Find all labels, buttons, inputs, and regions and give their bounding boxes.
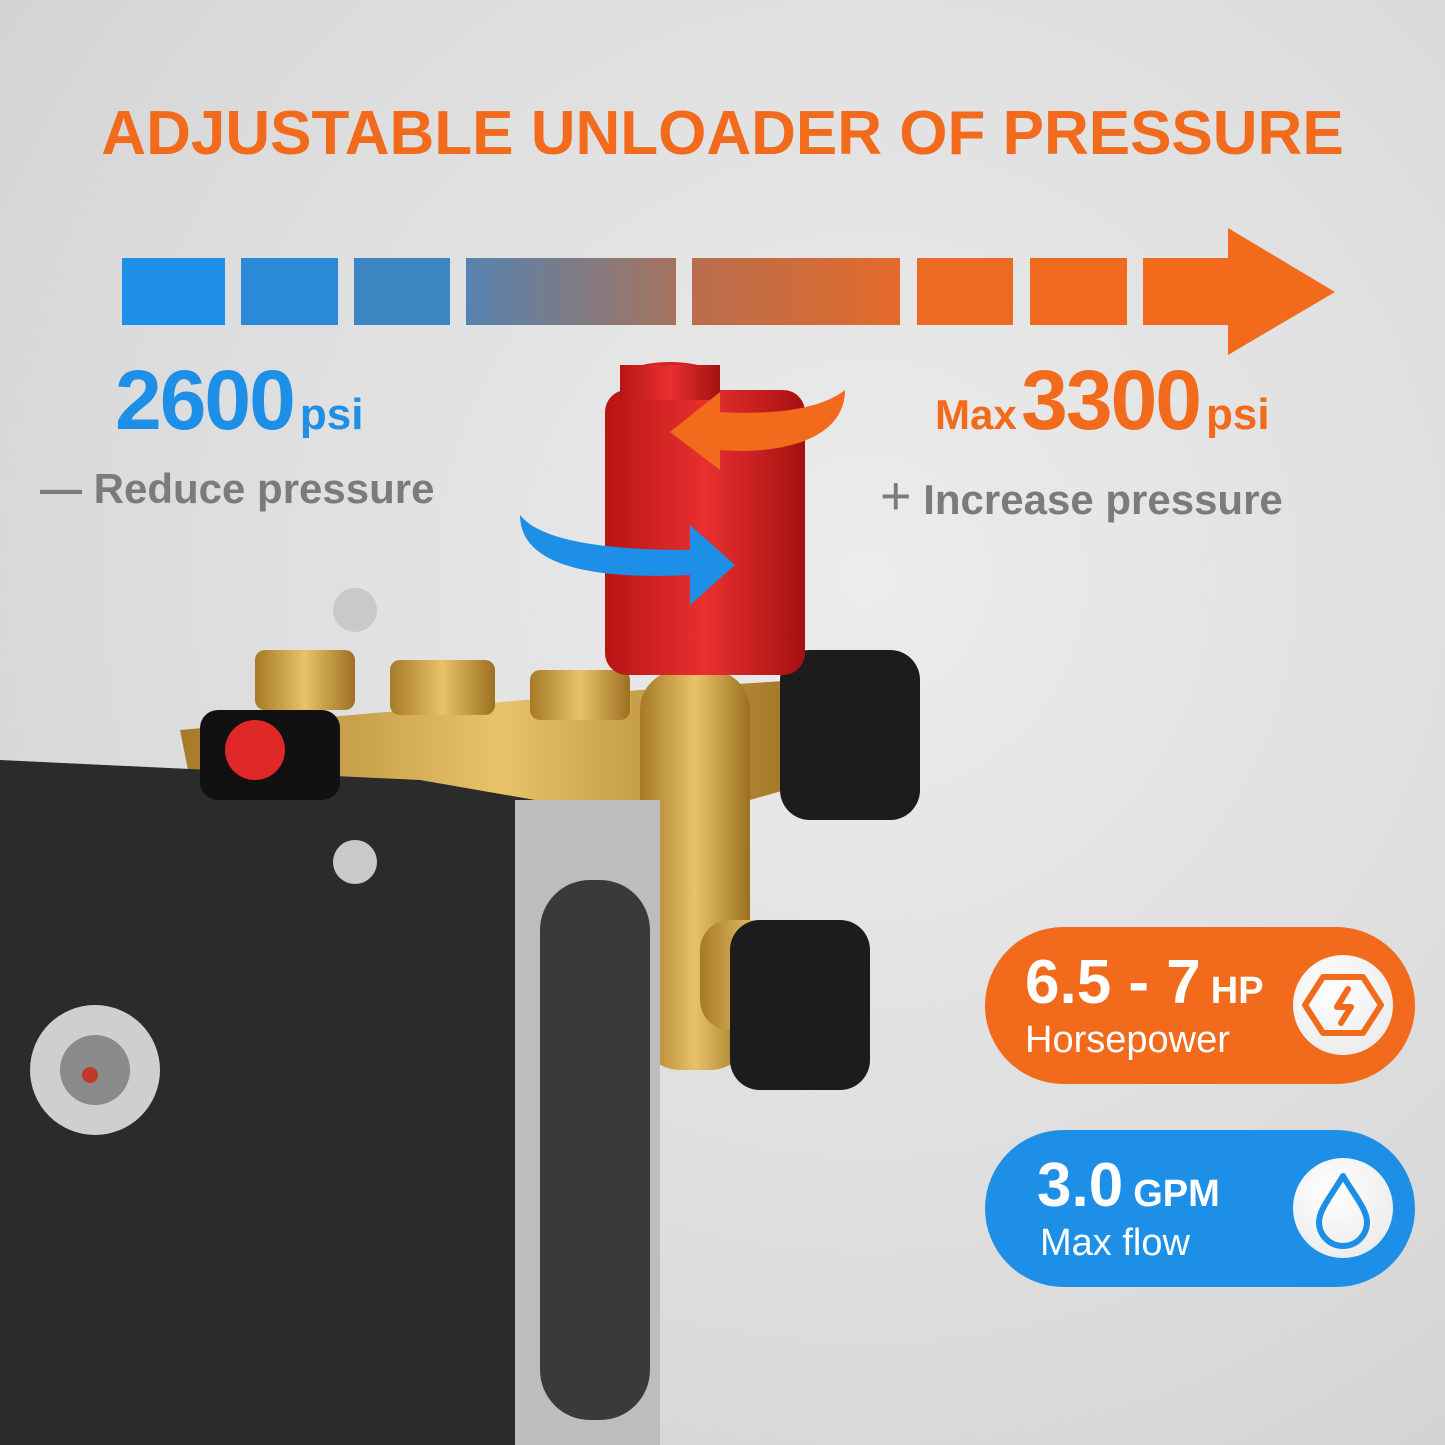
max-pressure-value: 3300 <box>1021 353 1202 447</box>
arrow-right-icon <box>1143 228 1335 355</box>
increase-pressure-text: Increase pressure <box>923 476 1283 523</box>
scale-block <box>241 258 338 325</box>
min-pressure-unit: psi <box>299 390 364 439</box>
scale-block <box>122 258 225 325</box>
max-pressure-unit: psi <box>1206 390 1270 439</box>
scale-block <box>354 258 450 325</box>
horsepower-value: 6.5 - 7 HP <box>1025 947 1264 1018</box>
reduce-pressure-text: Reduce pressure <box>93 465 435 512</box>
horsepower-label: Horsepower <box>1025 1019 1230 1061</box>
minus-icon: — <box>40 465 82 512</box>
plus-icon: + <box>880 466 912 526</box>
flow-unit: GPM <box>1133 1173 1220 1215</box>
flow-value: 3.0 GPM <box>1037 1150 1220 1221</box>
flow-label: Max flow <box>1040 1222 1190 1264</box>
min-pressure: 2600 psi <box>115 352 363 449</box>
increase-pressure-label: + Increase pressure <box>880 465 1283 527</box>
scale-block <box>466 258 676 325</box>
horsepower-badge: 6.5 - 7 HP Horsepower <box>985 927 1415 1084</box>
scale-block <box>917 258 1013 325</box>
flow-number: 3.0 <box>1037 1151 1124 1220</box>
min-pressure-value: 2600 <box>115 353 296 447</box>
max-pressure: Max 3300 psi <box>935 352 1270 449</box>
reduce-pressure-label: — Reduce pressure <box>40 465 435 513</box>
page-title: ADJUSTABLE UNLOADER OF PRESSURE <box>101 99 1344 168</box>
water-drop-icon <box>1293 1158 1393 1258</box>
horsepower-number: 6.5 - 7 <box>1025 948 1201 1017</box>
scale-block <box>1030 258 1127 325</box>
pressure-washer-pump-image <box>0 362 920 1445</box>
scale-block <box>692 258 900 325</box>
max-pressure-prefix: Max <box>935 391 1017 438</box>
lightning-hexagon-icon <box>1293 955 1393 1055</box>
horsepower-unit: HP <box>1210 970 1264 1012</box>
flow-badge: 3.0 GPM Max flow <box>985 1130 1415 1287</box>
